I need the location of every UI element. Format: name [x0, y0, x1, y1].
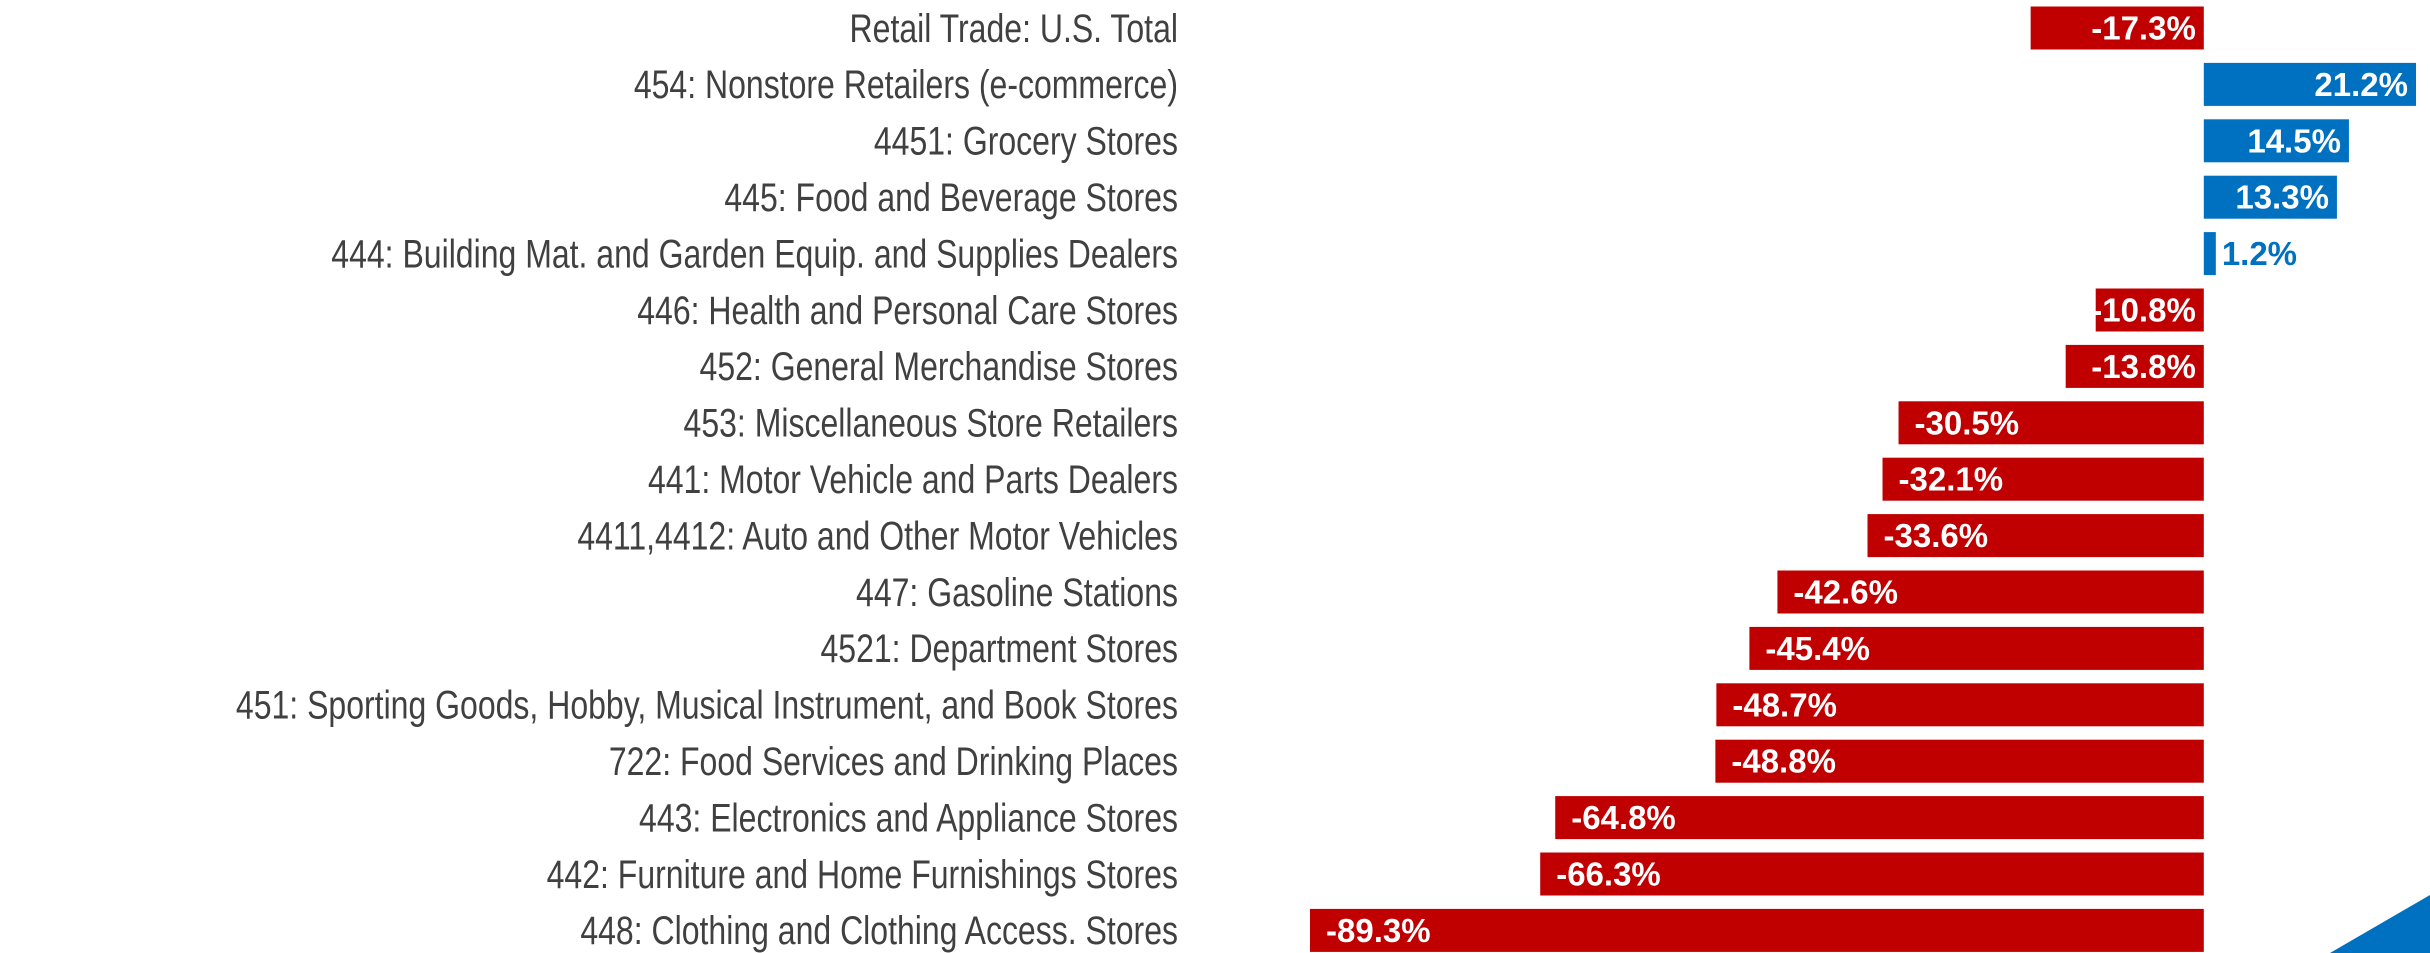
bar: [2203, 119, 2349, 163]
category-label: 4521: Department Stores: [820, 626, 1178, 671]
bar: [1540, 852, 2204, 896]
category-label: 442: Furniture and Home Furnishings Stor…: [547, 851, 1178, 896]
category-label: 444: Building Mat. and Garden Equip. and…: [331, 231, 1178, 276]
value-label: -30.5%: [1915, 404, 2020, 441]
value-label: 14.5%: [2247, 122, 2341, 159]
value-label: -89.3%: [1326, 912, 1431, 949]
category-label: 443: Electronics and Appliance Stores: [639, 795, 1178, 840]
value-label: 13.3%: [2235, 179, 2329, 216]
category-label: Retail Trade: U.S. Total: [850, 5, 1178, 50]
category-label: 454: Nonstore Retailers (e-commerce): [634, 62, 1178, 107]
bar: [1555, 796, 2204, 840]
category-label: 445: Food and Beverage Stores: [724, 175, 1178, 220]
value-label: -66.3%: [1556, 856, 1661, 893]
bar: [2065, 344, 2204, 388]
value-label: -10.8%: [2091, 292, 2196, 329]
bar: [1898, 401, 2204, 445]
value-label: -33.6%: [1884, 517, 1989, 554]
value-label: -64.8%: [1571, 799, 1676, 836]
bar: [1777, 570, 2204, 614]
bar: [2203, 175, 2337, 219]
category-label: 447: Gasoline Stations: [856, 569, 1178, 614]
bar: [2095, 288, 2204, 332]
bar: [2030, 6, 2204, 50]
value-label: -13.8%: [2091, 348, 2196, 385]
category-labels: Retail Trade: U.S. Total 454: Nonstore Re…: [236, 5, 1178, 953]
bar: [1310, 908, 2204, 952]
category-label: 722: Food Services and Drinking Places: [609, 739, 1178, 784]
category-label: 451: Sporting Goods, Hobby, Musical Inst…: [236, 682, 1178, 727]
category-label: 446: Health and Personal Care Stores: [637, 287, 1178, 332]
value-label: 21.2%: [2314, 66, 2408, 103]
category-label: 4451: Grocery Stores: [874, 118, 1178, 163]
bar: [1716, 683, 2204, 727]
logo: [2330, 895, 2430, 953]
bar: [1867, 514, 2204, 558]
value-label: -48.7%: [1732, 686, 1837, 723]
category-label: 4411,4412: Auto and Other Motor Vehicles: [577, 513, 1178, 558]
category-label: 448: Clothing and Clothing Access. Store…: [580, 908, 1178, 953]
value-label: -45.4%: [1765, 630, 1870, 667]
bars: -17.3% 21.2% 14.5% 13.3% 1.2% -10.8% -13.8% -30…: [1310, 6, 2416, 952]
bar: [1749, 626, 2204, 670]
category-label: 453: Miscellaneous Store Retailers: [684, 400, 1178, 445]
value-label: -42.6%: [1793, 574, 1898, 611]
bar: [2203, 62, 2416, 106]
value-label: 1.2%: [2222, 235, 2297, 272]
bar: [2203, 232, 2216, 276]
category-label: 452: General Merchandise Stores: [700, 344, 1178, 389]
bar: [1882, 457, 2204, 501]
value-label: -48.8%: [1731, 743, 1836, 780]
category-label: 441: Motor Vehicle and Parts Dealers: [648, 457, 1178, 502]
value-label: -17.3%: [2091, 10, 2196, 47]
value-label: -32.1%: [1899, 461, 2004, 498]
bar: [1715, 739, 2204, 783]
